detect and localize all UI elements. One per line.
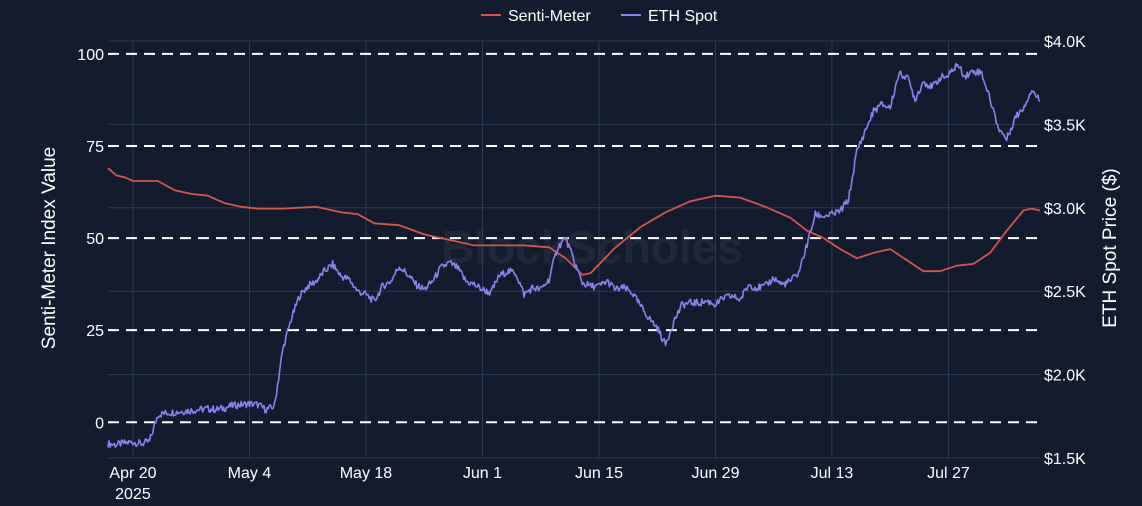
legend-label-eth-spot: ETH Spot	[648, 8, 718, 25]
right-tick-label: $1.5K	[1044, 451, 1086, 468]
right-tick-label: $2.5K	[1044, 284, 1086, 301]
x-tick-label: Jul 13	[811, 465, 854, 482]
x-axis-ticks: Apr 20 2025 May 4 May 18 Jun 1 Jun 15 Jun 29 Ju…	[109, 465, 970, 503]
left-tick-label: 25	[86, 323, 104, 340]
series-layer	[107, 62, 1041, 449]
x-tick-label: Jun 29	[691, 465, 739, 482]
left-tick-label: 0	[95, 415, 104, 432]
watermark: BlockScholes	[441, 221, 743, 273]
x-tick-label: Jun 1	[463, 465, 502, 482]
legend-item-senti-meter[interactable]: Senti-Meter	[481, 8, 591, 25]
right-axis-title: ETH Spot Price ($)	[1100, 168, 1121, 327]
x-tick-label: Jul 27	[927, 465, 970, 482]
left-tick-label: 50	[86, 231, 104, 248]
legend-item-eth-spot[interactable]: ETH Spot	[621, 8, 718, 25]
left-axis-ticks: 0 25 50 75 100	[77, 47, 104, 432]
legend-label-senti-meter: Senti-Meter	[508, 8, 591, 25]
legend: Senti-Meter ETH Spot	[481, 8, 718, 25]
x-tick-sublabel: 2025	[115, 486, 151, 503]
right-tick-label: $3.5K	[1044, 117, 1086, 134]
y-gridlines	[108, 40, 1040, 459]
x-tick-label: Apr 20	[109, 465, 156, 482]
x-tick-label: May 4	[228, 465, 272, 482]
x-tick-label: Jun 15	[575, 465, 623, 482]
x-gridlines	[132, 41, 949, 458]
left-tick-label: 100	[77, 47, 104, 64]
right-tick-label: $4.0K	[1044, 34, 1086, 51]
series-line-eth-spot	[107, 62, 1041, 449]
x-tick-label: May 18	[340, 465, 393, 482]
series-line-senti-meter	[107, 167, 1041, 276]
right-tick-label: $2.0K	[1044, 368, 1086, 385]
right-tick-label: $3.0K	[1044, 201, 1086, 218]
left-axis-title: Senti-Meter Index Value	[39, 147, 60, 349]
right-axis-ticks: $1.5K $2.0K $2.5K $3.0K $3.5K $4.0K	[1044, 34, 1086, 468]
left-tick-label: 75	[86, 139, 104, 156]
